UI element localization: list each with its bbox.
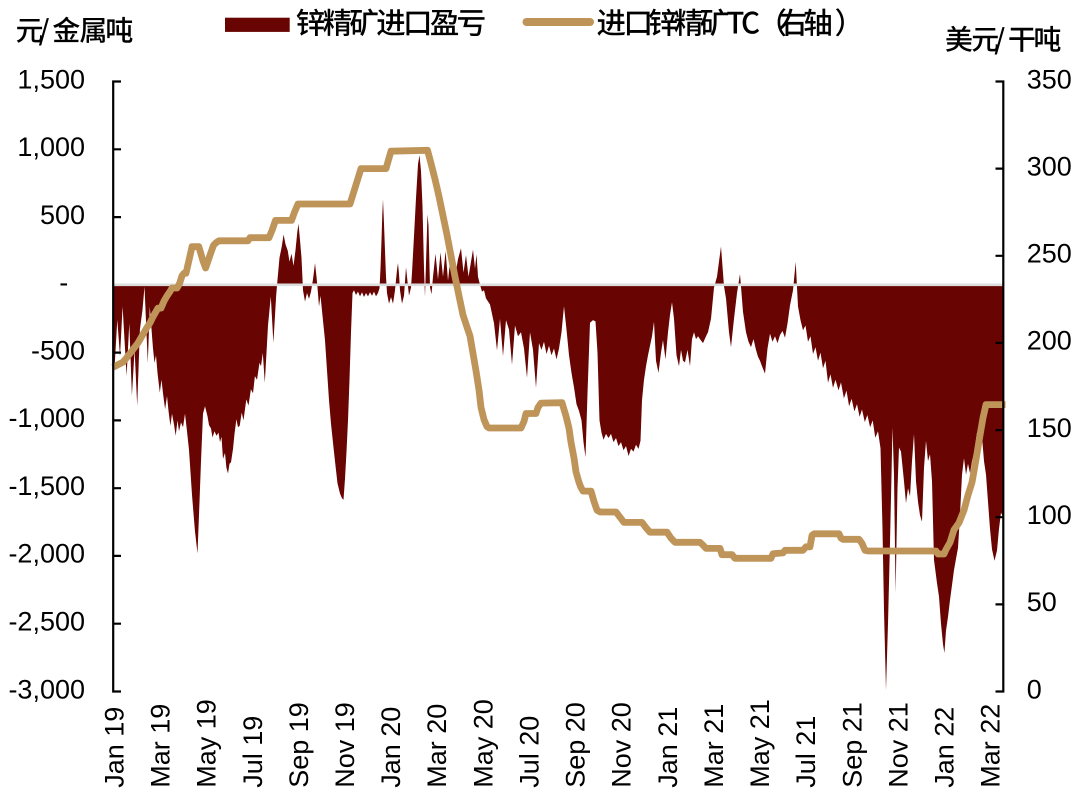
svg-text:-1,000: -1,000 bbox=[8, 403, 85, 433]
svg-text:-3,000: -3,000 bbox=[8, 674, 85, 704]
svg-text:May 21: May 21 bbox=[745, 699, 775, 788]
svg-text:Mar 21: Mar 21 bbox=[699, 704, 729, 788]
svg-text:Jan 21: Jan 21 bbox=[653, 707, 683, 788]
svg-text:Jul 19: Jul 19 bbox=[238, 716, 268, 788]
svg-text:-2,500: -2,500 bbox=[8, 607, 85, 637]
svg-text:200: 200 bbox=[1027, 326, 1072, 356]
svg-text:50: 50 bbox=[1027, 587, 1057, 617]
svg-text:Sep 20: Sep 20 bbox=[561, 702, 591, 788]
svg-text:150: 150 bbox=[1027, 413, 1072, 443]
svg-text:Jul 20: Jul 20 bbox=[515, 716, 545, 788]
svg-text:500: 500 bbox=[40, 200, 85, 230]
svg-text:-: - bbox=[59, 268, 68, 298]
svg-text:-500: -500 bbox=[31, 335, 85, 365]
svg-text:350: 350 bbox=[1027, 64, 1072, 94]
svg-text:250: 250 bbox=[1027, 239, 1072, 269]
svg-text:May 19: May 19 bbox=[192, 699, 222, 788]
svg-text:-2,000: -2,000 bbox=[8, 539, 85, 569]
svg-text:Mar 20: Mar 20 bbox=[422, 704, 452, 788]
svg-text:Nov 20: Nov 20 bbox=[607, 702, 637, 788]
svg-text:Jan 20: Jan 20 bbox=[376, 707, 406, 788]
svg-text:0: 0 bbox=[1027, 674, 1042, 704]
svg-text:Mar 22: Mar 22 bbox=[976, 704, 1006, 788]
svg-text:300: 300 bbox=[1027, 151, 1072, 181]
svg-text:May 20: May 20 bbox=[468, 699, 498, 788]
svg-text:1,000: 1,000 bbox=[17, 132, 85, 162]
svg-text:Nov 21: Nov 21 bbox=[883, 702, 913, 788]
svg-text:Sep 19: Sep 19 bbox=[284, 702, 314, 788]
svg-text:Nov 19: Nov 19 bbox=[330, 702, 360, 788]
svg-text:Mar 19: Mar 19 bbox=[146, 704, 176, 788]
svg-text:Jan 22: Jan 22 bbox=[930, 707, 960, 788]
svg-text:1,500: 1,500 bbox=[17, 64, 85, 94]
svg-text:Jan 19: Jan 19 bbox=[99, 707, 129, 788]
svg-text:-1,500: -1,500 bbox=[8, 471, 85, 501]
svg-text:Sep 21: Sep 21 bbox=[837, 702, 867, 788]
svg-text:100: 100 bbox=[1027, 500, 1072, 530]
svg-text:Jul 21: Jul 21 bbox=[791, 716, 821, 788]
